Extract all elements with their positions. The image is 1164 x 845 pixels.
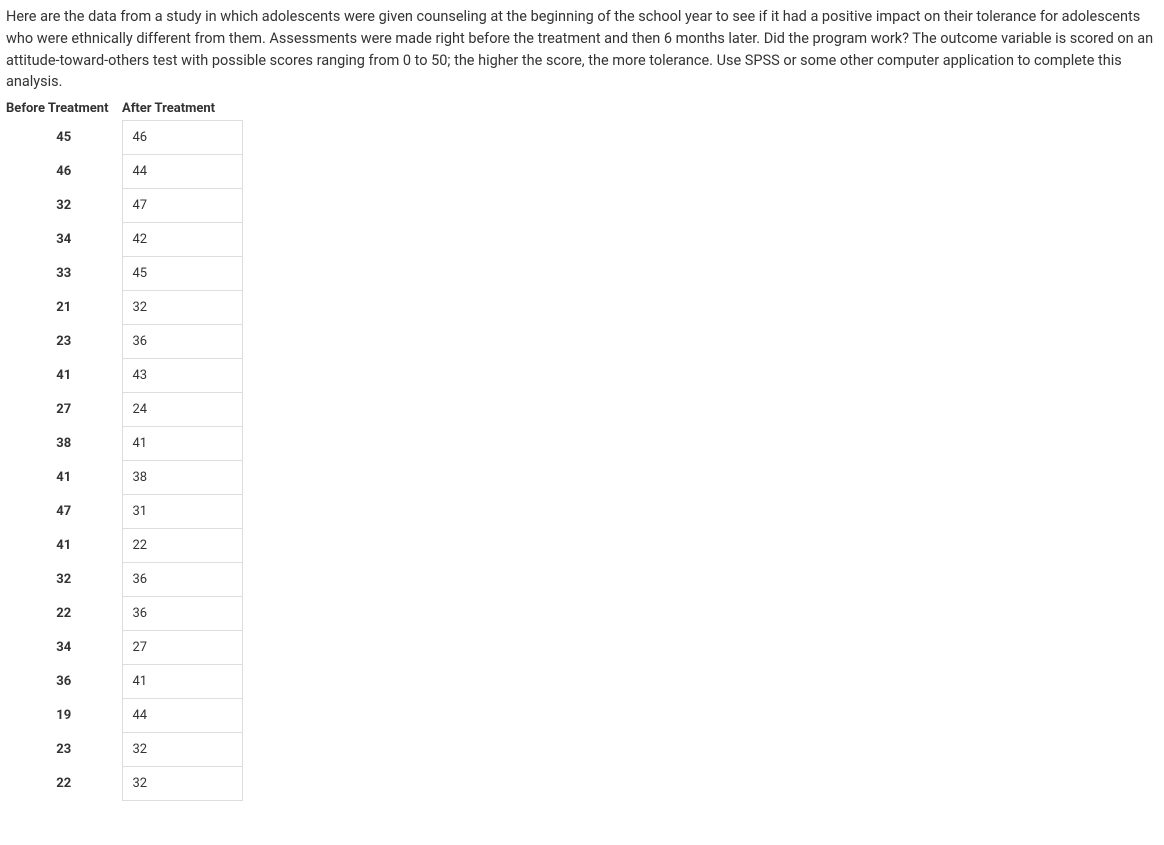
table-row: 22 36: [6, 597, 242, 631]
before-cell: 23: [6, 325, 122, 359]
before-cell: 41: [6, 529, 122, 563]
before-cell: 27: [6, 393, 122, 427]
table-row: 47 31: [6, 495, 242, 529]
table-row: 41 22: [6, 529, 242, 563]
after-cell: 36: [122, 597, 242, 631]
table-row: 34 42: [6, 223, 242, 257]
before-cell: 32: [6, 563, 122, 597]
table-row: 21 32: [6, 291, 242, 325]
after-cell: 22: [122, 529, 242, 563]
after-cell: 27: [122, 631, 242, 665]
after-cell: 41: [122, 665, 242, 699]
table-row: 23 36: [6, 325, 242, 359]
before-cell: 23: [6, 733, 122, 767]
after-cell: 46: [122, 121, 242, 155]
before-cell: 45: [6, 121, 122, 155]
after-cell: 42: [122, 223, 242, 257]
table-row: 19 44: [6, 699, 242, 733]
after-cell: 31: [122, 495, 242, 529]
before-cell: 36: [6, 665, 122, 699]
after-cell: 32: [122, 767, 242, 801]
before-cell: 41: [6, 461, 122, 495]
after-cell: 45: [122, 257, 242, 291]
before-cell: 32: [6, 189, 122, 223]
after-cell: 41: [122, 427, 242, 461]
after-cell: 43: [122, 359, 242, 393]
data-table: Before Treatment After Treatment 45 46 4…: [6, 99, 243, 801]
header-before: Before Treatment: [6, 99, 122, 121]
before-cell: 46: [6, 155, 122, 189]
before-cell: 33: [6, 257, 122, 291]
after-cell: 32: [122, 291, 242, 325]
before-cell: 41: [6, 359, 122, 393]
table-row: 33 45: [6, 257, 242, 291]
after-cell: 47: [122, 189, 242, 223]
after-cell: 38: [122, 461, 242, 495]
before-cell: 22: [6, 767, 122, 801]
after-cell: 36: [122, 325, 242, 359]
table-row: 41 43: [6, 359, 242, 393]
after-cell: 44: [122, 155, 242, 189]
after-cell: 44: [122, 699, 242, 733]
after-cell: 32: [122, 733, 242, 767]
after-cell: 24: [122, 393, 242, 427]
before-cell: 21: [6, 291, 122, 325]
table-row: 27 24: [6, 393, 242, 427]
before-cell: 47: [6, 495, 122, 529]
table-row: 45 46: [6, 121, 242, 155]
table-row: 22 32: [6, 767, 242, 801]
before-cell: 34: [6, 223, 122, 257]
after-cell: 36: [122, 563, 242, 597]
table-header-row: Before Treatment After Treatment: [6, 99, 242, 121]
before-cell: 38: [6, 427, 122, 461]
before-cell: 22: [6, 597, 122, 631]
table-row: 32 47: [6, 189, 242, 223]
before-cell: 19: [6, 699, 122, 733]
question-text: Here are the data from a study in which …: [6, 6, 1158, 93]
table-row: 23 32: [6, 733, 242, 767]
header-after: After Treatment: [122, 99, 242, 121]
table-row: 41 38: [6, 461, 242, 495]
before-cell: 34: [6, 631, 122, 665]
table-row: 32 36: [6, 563, 242, 597]
table-row: 34 27: [6, 631, 242, 665]
table-row: 46 44: [6, 155, 242, 189]
table-row: 38 41: [6, 427, 242, 461]
table-row: 36 41: [6, 665, 242, 699]
table-body: 45 46 46 44 32 47 34 42 33 45 21 32 23 3…: [6, 121, 242, 801]
